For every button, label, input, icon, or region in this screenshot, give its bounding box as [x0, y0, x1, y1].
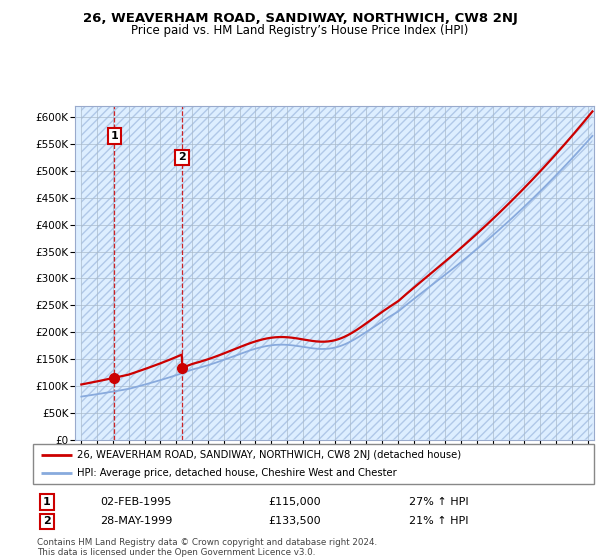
FancyBboxPatch shape [33, 444, 594, 484]
Text: 27% ↑ HPI: 27% ↑ HPI [409, 497, 469, 507]
Text: 2: 2 [43, 516, 51, 526]
Text: HPI: Average price, detached house, Cheshire West and Chester: HPI: Average price, detached house, Ches… [77, 468, 397, 478]
Text: £115,000: £115,000 [269, 497, 321, 507]
Text: Price paid vs. HM Land Registry’s House Price Index (HPI): Price paid vs. HM Land Registry’s House … [131, 24, 469, 37]
Text: Contains HM Land Registry data © Crown copyright and database right 2024.
This d: Contains HM Land Registry data © Crown c… [37, 538, 377, 557]
Text: 2: 2 [178, 152, 186, 162]
Text: 1: 1 [110, 131, 118, 141]
Text: 1: 1 [43, 497, 51, 507]
Text: 26, WEAVERHAM ROAD, SANDIWAY, NORTHWICH, CW8 2NJ: 26, WEAVERHAM ROAD, SANDIWAY, NORTHWICH,… [83, 12, 517, 25]
Text: 26, WEAVERHAM ROAD, SANDIWAY, NORTHWICH, CW8 2NJ (detached house): 26, WEAVERHAM ROAD, SANDIWAY, NORTHWICH,… [77, 450, 461, 460]
Text: 21% ↑ HPI: 21% ↑ HPI [409, 516, 469, 526]
Text: 02-FEB-1995: 02-FEB-1995 [100, 497, 172, 507]
Text: 28-MAY-1999: 28-MAY-1999 [100, 516, 173, 526]
Text: £133,500: £133,500 [269, 516, 321, 526]
